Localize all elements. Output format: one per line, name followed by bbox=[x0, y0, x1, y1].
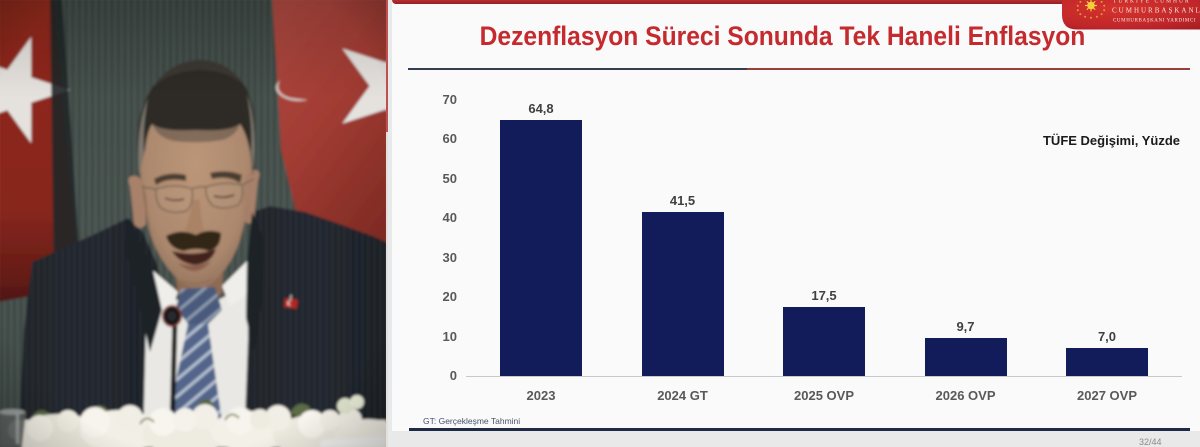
svg-text:TÜRKİYE CUMHUR: TÜRKİYE CUMHUR bbox=[1113, 0, 1191, 5]
svg-text:CUMHURBAŞKANI YARDIMCI: CUMHURBAŞKANI YARDIMCI bbox=[1113, 19, 1196, 24]
svg-text:CUMHURBAŞKANL: CUMHURBAŞKANL bbox=[1112, 7, 1200, 15]
